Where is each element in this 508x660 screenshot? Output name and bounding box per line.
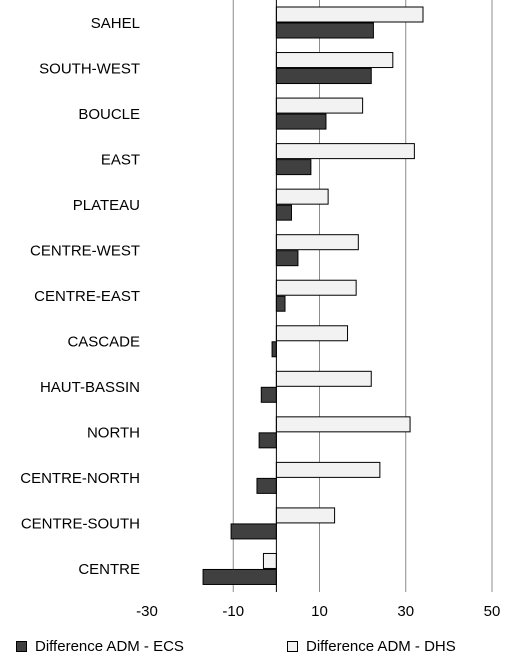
bar bbox=[275, 507, 336, 524]
bar bbox=[275, 113, 327, 130]
bar bbox=[275, 325, 349, 342]
x-tick-label: -30 bbox=[136, 603, 158, 620]
bar bbox=[275, 52, 394, 69]
bar bbox=[271, 341, 277, 358]
category-label: PLATEAU bbox=[73, 197, 140, 214]
category-label: CENTRE bbox=[78, 561, 140, 578]
bar bbox=[275, 234, 359, 251]
x-tick-label: 50 bbox=[484, 603, 501, 620]
category-label: SOUTH-WEST bbox=[39, 60, 140, 77]
bar bbox=[258, 432, 277, 449]
category-label: BOUCLE bbox=[78, 106, 140, 123]
legend-item-dhs: Difference ADM - DHS bbox=[287, 638, 456, 655]
bar bbox=[275, 159, 312, 176]
bar bbox=[275, 461, 381, 478]
category-label: CASCADE bbox=[67, 334, 140, 351]
bar bbox=[256, 477, 277, 494]
bar bbox=[275, 416, 411, 433]
category-label: CENTRE-EAST bbox=[34, 288, 140, 305]
bar bbox=[275, 143, 415, 160]
category-label: HAUT-BASSIN bbox=[40, 379, 140, 396]
bar bbox=[275, 97, 364, 114]
legend-label-ecs: Difference ADM - ECS bbox=[35, 638, 184, 655]
bar bbox=[262, 552, 277, 569]
bar bbox=[275, 22, 374, 39]
x-tick-label: 30 bbox=[397, 603, 414, 620]
category-label: SAHEL bbox=[91, 15, 140, 32]
bar bbox=[275, 279, 357, 296]
bar bbox=[275, 370, 372, 387]
category-label: CENTRE-SOUTH bbox=[21, 516, 140, 533]
bar bbox=[260, 386, 277, 403]
bar bbox=[275, 6, 424, 23]
category-label: NORTH bbox=[87, 425, 140, 442]
category-label: EAST bbox=[101, 151, 140, 168]
bar bbox=[275, 250, 299, 267]
category-label: CENTRE-NORTH bbox=[20, 470, 140, 487]
bar bbox=[275, 295, 286, 312]
x-tick-label: -10 bbox=[222, 603, 244, 620]
legend-label-dhs: Difference ADM - DHS bbox=[306, 638, 456, 655]
bar bbox=[275, 188, 329, 205]
legend-swatch-dhs bbox=[287, 641, 298, 652]
legend-item-ecs: Difference ADM - ECS bbox=[16, 638, 184, 655]
category-label: CENTRE-WEST bbox=[30, 242, 140, 259]
x-tick-label: 10 bbox=[311, 603, 328, 620]
bar bbox=[202, 568, 277, 585]
bar bbox=[275, 204, 292, 221]
bar bbox=[275, 68, 372, 85]
legend-swatch-ecs bbox=[16, 641, 27, 652]
bar bbox=[230, 523, 277, 540]
legend: Difference ADM - ECS Difference ADM - DH… bbox=[0, 638, 508, 658]
